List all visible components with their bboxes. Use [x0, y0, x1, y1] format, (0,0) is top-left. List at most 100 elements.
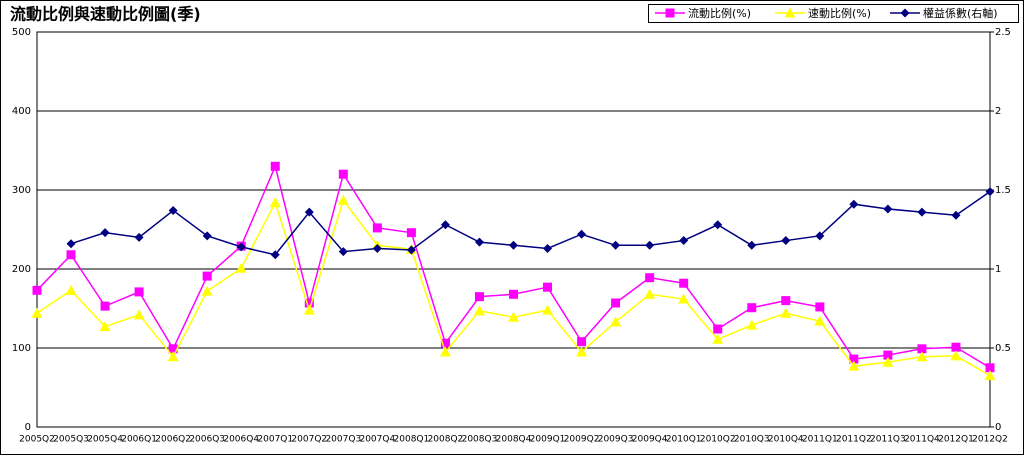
marker: [303, 304, 315, 315]
marker: [713, 324, 723, 334]
marker: [780, 307, 792, 318]
marker: [66, 239, 76, 249]
marker: [509, 289, 518, 299]
marker: [611, 298, 621, 308]
marker: [747, 240, 757, 250]
marker: [665, 8, 675, 18]
y-tick-label: 100: [12, 343, 31, 354]
y-tick-label: 400: [12, 106, 31, 117]
marker: [951, 210, 961, 220]
x-tick-label: 2010Q4: [768, 435, 804, 445]
marker: [679, 236, 689, 246]
marker: [473, 305, 485, 316]
marker: [168, 344, 178, 354]
marker: [747, 303, 757, 313]
x-tick-label: 2006Q3: [189, 435, 225, 445]
x-tick-label: 2008Q1: [394, 435, 430, 445]
marker: [900, 8, 910, 18]
marker: [644, 288, 656, 299]
x-tick-label: 2011Q4: [904, 435, 940, 445]
x-tick-label: 2005Q2: [19, 435, 55, 445]
x-tick-label: 2007Q1: [257, 435, 293, 445]
marker: [269, 197, 281, 208]
y2-tick-label: 1.5: [995, 185, 1011, 196]
marker: [543, 243, 553, 253]
x-tick-label: 2010Q3: [734, 435, 770, 445]
marker: [543, 282, 553, 292]
marker: [440, 338, 450, 348]
marker: [406, 228, 416, 238]
x-tick-label: 2009Q4: [632, 435, 668, 445]
marker: [440, 220, 450, 230]
x-tick-label: 2008Q4: [496, 435, 532, 445]
marker: [950, 350, 962, 361]
marker: [65, 284, 77, 295]
marker: [304, 298, 314, 308]
legend-label: 權益係數(右軸): [923, 6, 998, 20]
x-tick-label: 2006Q1: [121, 435, 157, 445]
x-tick-label: 2009Q3: [598, 435, 634, 445]
x-tick-label: 2007Q2: [291, 435, 327, 445]
marker: [883, 204, 893, 214]
x-tick-label: 2008Q3: [462, 435, 498, 445]
marker: [916, 351, 928, 362]
marker: [645, 273, 655, 283]
series-line: [70, 190, 991, 256]
marker: [849, 354, 859, 364]
marker: [849, 199, 859, 209]
marker: [201, 285, 213, 296]
x-tick-label: 2005Q3: [53, 435, 89, 445]
marker: [372, 223, 382, 233]
marker: [338, 247, 348, 257]
marker: [678, 293, 690, 304]
marker: [815, 231, 825, 241]
marker: [784, 7, 796, 18]
marker: [917, 344, 927, 354]
marker: [542, 304, 554, 315]
marker: [713, 220, 723, 230]
marker: [679, 278, 689, 288]
marker: [167, 351, 179, 362]
marker: [508, 311, 519, 322]
x-tick-label: 2007Q4: [359, 435, 395, 445]
x-tick-label: 2010Q2: [700, 435, 736, 445]
marker: [610, 316, 622, 327]
y2-tick-label: 0.5: [995, 343, 1011, 354]
marker: [985, 363, 995, 373]
marker: [474, 237, 484, 247]
y-tick-label: 500: [12, 27, 31, 38]
marker: [235, 262, 247, 273]
marker: [509, 240, 518, 250]
legend-label: 流動比例(%): [688, 6, 751, 20]
marker: [372, 243, 382, 253]
x-tick-label: 2011Q2: [836, 435, 872, 445]
legend-label: 速動比例(%): [808, 6, 871, 20]
marker: [270, 161, 280, 171]
chart-title: 流動比例與速動比例圖(季): [10, 5, 201, 24]
marker: [202, 271, 212, 281]
marker: [883, 350, 893, 360]
y2-tick-label: 2: [995, 106, 1001, 117]
marker: [202, 231, 212, 241]
y2-tick-label: 1: [995, 264, 1001, 275]
marker: [236, 242, 246, 252]
marker: [168, 206, 178, 216]
marker: [951, 342, 961, 352]
marker: [815, 302, 825, 312]
marker: [32, 285, 42, 295]
marker: [338, 169, 348, 179]
x-tick-label: 2010Q1: [666, 435, 702, 445]
marker: [134, 232, 144, 242]
marker: [814, 315, 826, 326]
marker: [645, 240, 655, 250]
marker: [985, 187, 995, 197]
x-tick-label: 2006Q4: [223, 435, 259, 445]
x-tick-label: 2012Q1: [938, 435, 974, 445]
marker: [577, 229, 587, 239]
marker: [66, 250, 76, 260]
x-tick-label: 2007Q3: [325, 435, 361, 445]
marker: [577, 337, 587, 347]
marker: [99, 321, 111, 332]
marker: [781, 236, 791, 246]
